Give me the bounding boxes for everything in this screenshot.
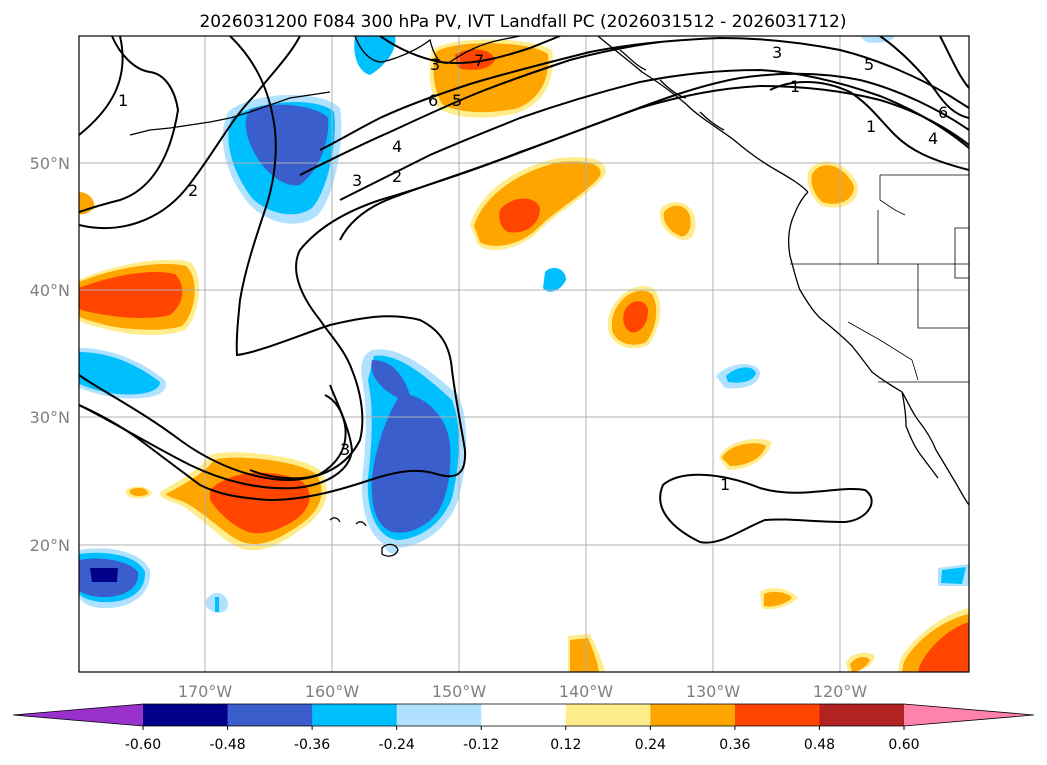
contour-label: 3 bbox=[430, 55, 440, 74]
longitude-labels: 170°W 160°W 150°W 140°W 130°W 120°W bbox=[178, 682, 868, 701]
contour-label: 6 bbox=[938, 103, 948, 122]
lon-label: 130°W bbox=[686, 682, 741, 701]
contour-label: 5 bbox=[452, 91, 462, 110]
colorbar-swatch bbox=[565, 704, 651, 726]
contour-label: 6 bbox=[428, 91, 438, 110]
latitude-labels: 50°N 40°N 30°N 20°N bbox=[30, 154, 70, 555]
colorbar-tick-label: -0.48 bbox=[209, 737, 245, 753]
contour-label: 2 bbox=[188, 181, 198, 200]
colorbar-swatch bbox=[819, 704, 905, 726]
gridlines bbox=[79, 36, 969, 672]
lat-label: 50°N bbox=[30, 154, 70, 173]
colorbar-swatch bbox=[734, 704, 820, 726]
contour-label: 1 bbox=[790, 77, 800, 96]
map-area: 1 2 3 2 3 4 5 6 7 3 5 6 4 1 3 1 1 bbox=[79, 36, 969, 672]
contour-label: 4 bbox=[928, 129, 938, 148]
lon-label: 120°W bbox=[813, 682, 868, 701]
lon-label: 160°W bbox=[305, 682, 360, 701]
contour-label: 7 bbox=[474, 51, 484, 70]
lat-label: 40°N bbox=[30, 281, 70, 300]
lon-label: 140°W bbox=[559, 682, 614, 701]
contour-label: 4 bbox=[392, 137, 402, 156]
colorbar-swatch bbox=[650, 704, 736, 726]
lon-label: 150°W bbox=[432, 682, 487, 701]
contour-label: 5 bbox=[864, 55, 874, 74]
colorbar-tick-label: -0.12 bbox=[463, 737, 499, 753]
colorbar-extend-max bbox=[904, 704, 1034, 726]
shading-layer bbox=[79, 36, 969, 672]
contour-labels: 1 2 3 2 3 4 5 6 7 3 5 6 4 1 3 1 1 bbox=[118, 43, 948, 494]
lat-label: 30°N bbox=[30, 408, 70, 427]
colorbar-tick-label: 0.48 bbox=[804, 737, 835, 753]
lat-label: 20°N bbox=[30, 536, 70, 555]
pv-contours bbox=[79, 36, 969, 544]
contour-label: 3 bbox=[772, 43, 782, 62]
colorbar-tick-label: 0.36 bbox=[719, 737, 750, 753]
colorbar-swatch bbox=[396, 704, 482, 726]
contour-label: 1 bbox=[866, 117, 876, 136]
colorbar-tick-label: -0.24 bbox=[379, 737, 415, 753]
political-borders bbox=[790, 174, 969, 383]
colorbar-extend-min bbox=[13, 704, 143, 726]
colorbar-tick-label: 0.12 bbox=[550, 737, 581, 753]
lon-label: 170°W bbox=[178, 682, 233, 701]
contour-label: 3 bbox=[352, 171, 362, 190]
coastlines bbox=[129, 36, 969, 557]
contour-label: 3 bbox=[340, 440, 350, 459]
colorbar-swatch bbox=[143, 704, 229, 726]
colorbar-tick-label: -0.60 bbox=[125, 737, 161, 753]
contour-label: 2 bbox=[392, 167, 402, 186]
colorbar-swatch bbox=[227, 704, 313, 726]
colorbar-tick-label: -0.36 bbox=[294, 737, 330, 753]
contour-label: 1 bbox=[118, 91, 128, 110]
colorbar-tick-label: 0.24 bbox=[635, 737, 666, 753]
contour-label: 1 bbox=[720, 475, 730, 494]
map-title: 2026031200 F084 300 hPa PV, IVT Landfall… bbox=[199, 12, 846, 32]
colorbar-tick-label: 0.60 bbox=[888, 737, 919, 753]
map-frame bbox=[78, 35, 970, 673]
colorbar: -0.60 -0.48 -0.36 -0.24 -0.12 0.12 0.24 0.36 0.4… bbox=[12, 703, 1035, 753]
colorbar-swatch bbox=[481, 704, 567, 726]
colorbar-swatch bbox=[312, 704, 398, 726]
